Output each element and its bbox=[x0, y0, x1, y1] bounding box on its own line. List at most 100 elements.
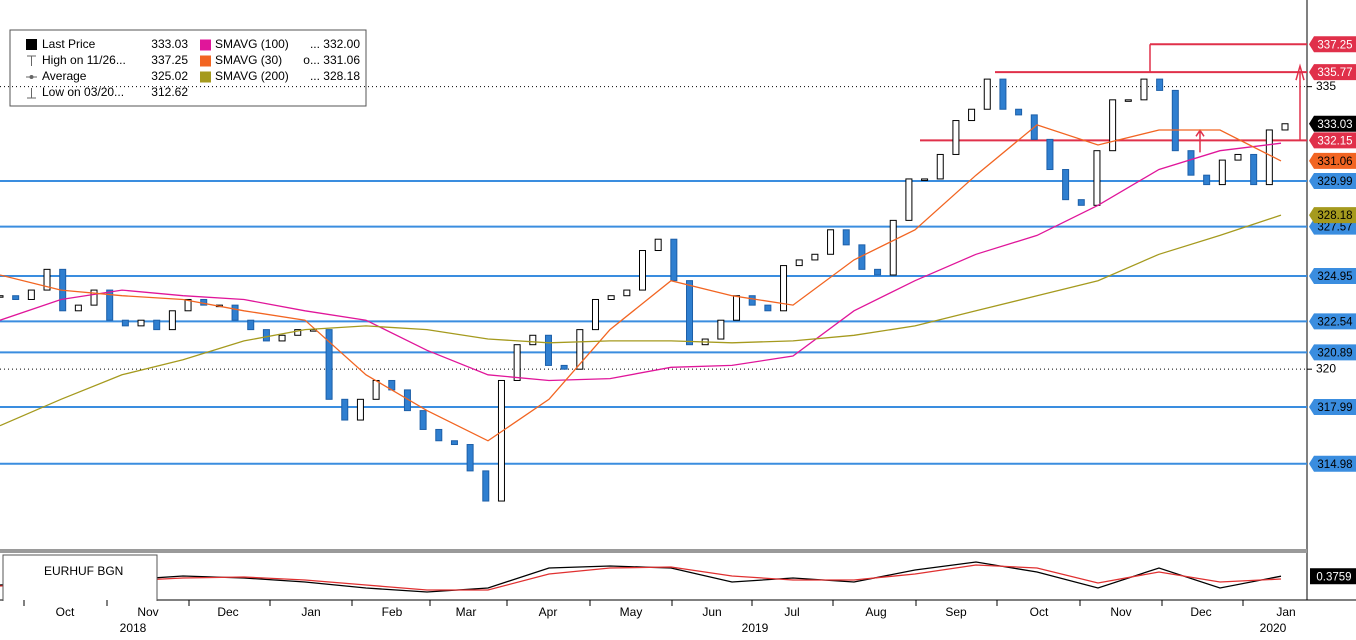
candle bbox=[1187, 150, 1195, 176]
candle bbox=[670, 238, 678, 282]
candle bbox=[1281, 123, 1289, 131]
candle bbox=[341, 398, 349, 421]
y-tick-label: 335 bbox=[1316, 79, 1336, 93]
x-axis-band bbox=[0, 601, 1356, 640]
legend-icon bbox=[27, 55, 36, 66]
level-box bbox=[1309, 313, 1356, 330]
x-tick-label: Aug bbox=[865, 605, 886, 619]
candle bbox=[1077, 199, 1085, 206]
candle bbox=[137, 319, 145, 327]
candle bbox=[1046, 138, 1054, 171]
level-label: 332.15 bbox=[1317, 135, 1352, 147]
candle bbox=[419, 410, 427, 430]
legend-swatch bbox=[200, 55, 211, 67]
legend-value: 312.62 bbox=[151, 85, 188, 99]
candle bbox=[968, 108, 976, 122]
legend-value: ... 332.00 bbox=[310, 37, 360, 51]
candle bbox=[356, 398, 364, 421]
candle bbox=[560, 364, 568, 370]
legend-value: ... 328.18 bbox=[310, 69, 360, 83]
candle bbox=[1203, 174, 1211, 186]
level-label: 329.99 bbox=[1317, 176, 1352, 188]
candle bbox=[1156, 78, 1164, 91]
x-tick-label: Mar bbox=[456, 605, 477, 619]
candle bbox=[1250, 153, 1258, 186]
candle bbox=[952, 120, 960, 155]
level-box bbox=[1309, 455, 1356, 472]
macd-box bbox=[1310, 568, 1356, 585]
candle bbox=[983, 78, 991, 110]
candle bbox=[733, 295, 741, 321]
candle bbox=[27, 289, 35, 300]
candle bbox=[106, 289, 114, 321]
level-box bbox=[1309, 173, 1356, 190]
candle bbox=[168, 310, 176, 331]
candle bbox=[795, 259, 803, 267]
x-year-label: 2018 bbox=[120, 621, 147, 635]
candle bbox=[780, 265, 788, 312]
candle bbox=[74, 304, 82, 312]
candle bbox=[1062, 169, 1070, 201]
legend-swatch bbox=[200, 71, 211, 83]
level-box bbox=[1309, 132, 1356, 149]
last-price-box bbox=[1309, 152, 1356, 169]
candle bbox=[686, 280, 694, 346]
legend-icon bbox=[27, 88, 36, 99]
sma-line bbox=[0, 142, 1282, 382]
legend-label: Low on 03/20... bbox=[42, 85, 124, 99]
candle bbox=[889, 219, 897, 276]
candle bbox=[153, 319, 161, 331]
level-label: 317.99 bbox=[1317, 402, 1352, 414]
x-year-label: 2020 bbox=[1260, 621, 1287, 635]
x-tick-label: Oct bbox=[1030, 605, 1049, 619]
candle bbox=[0, 295, 4, 298]
y-tick-label: 320 bbox=[1316, 361, 1336, 375]
level-label: 320.89 bbox=[1317, 347, 1352, 359]
candle bbox=[1015, 108, 1023, 116]
candle bbox=[482, 470, 490, 502]
last-price-box bbox=[1309, 207, 1356, 224]
level-label: 337.25 bbox=[1317, 39, 1352, 51]
candle bbox=[529, 334, 537, 346]
candle bbox=[372, 379, 380, 400]
level-label: 335.77 bbox=[1317, 67, 1352, 79]
candle bbox=[607, 295, 615, 300]
macd-line bbox=[0, 564, 1282, 591]
x-tick-label: Dec bbox=[217, 605, 238, 619]
legend-value: o... 331.06 bbox=[303, 53, 360, 67]
legend: Last Price 333.03 High on 11/26... 337.2… bbox=[9, 29, 367, 107]
candle bbox=[827, 229, 835, 255]
level-label: 327.57 bbox=[1317, 222, 1352, 234]
x-tick-label: Jan bbox=[1276, 605, 1295, 619]
candle bbox=[1093, 150, 1101, 206]
candle bbox=[623, 289, 631, 297]
x-tick-label: Sep bbox=[945, 605, 967, 619]
legend-label: Last Price bbox=[42, 37, 96, 51]
x-tick-label: Jul bbox=[784, 605, 799, 619]
last-price-label: 328.18 bbox=[1317, 210, 1352, 222]
candle bbox=[43, 268, 51, 291]
candle bbox=[639, 250, 646, 291]
legend-label: SMAVG (30) bbox=[215, 53, 282, 67]
candle bbox=[921, 178, 929, 181]
legend-label: High on 11/26... bbox=[42, 53, 126, 67]
candle bbox=[231, 304, 239, 321]
candle bbox=[278, 334, 286, 342]
x-tick-label: Feb bbox=[382, 605, 403, 619]
x-tick-label: Jun bbox=[702, 605, 721, 619]
candle bbox=[1124, 99, 1132, 102]
candle bbox=[717, 319, 725, 340]
candle bbox=[999, 78, 1007, 110]
x-year-label: 2019 bbox=[742, 621, 769, 635]
candle bbox=[294, 329, 302, 336]
candle bbox=[90, 289, 98, 306]
candle bbox=[905, 178, 913, 221]
macd-label: 0.3759 bbox=[1316, 571, 1351, 583]
candle bbox=[591, 298, 599, 331]
candle bbox=[497, 379, 505, 502]
candle bbox=[764, 304, 772, 312]
candle bbox=[325, 329, 333, 400]
level-label: 324.95 bbox=[1317, 271, 1352, 283]
candle bbox=[654, 238, 662, 252]
